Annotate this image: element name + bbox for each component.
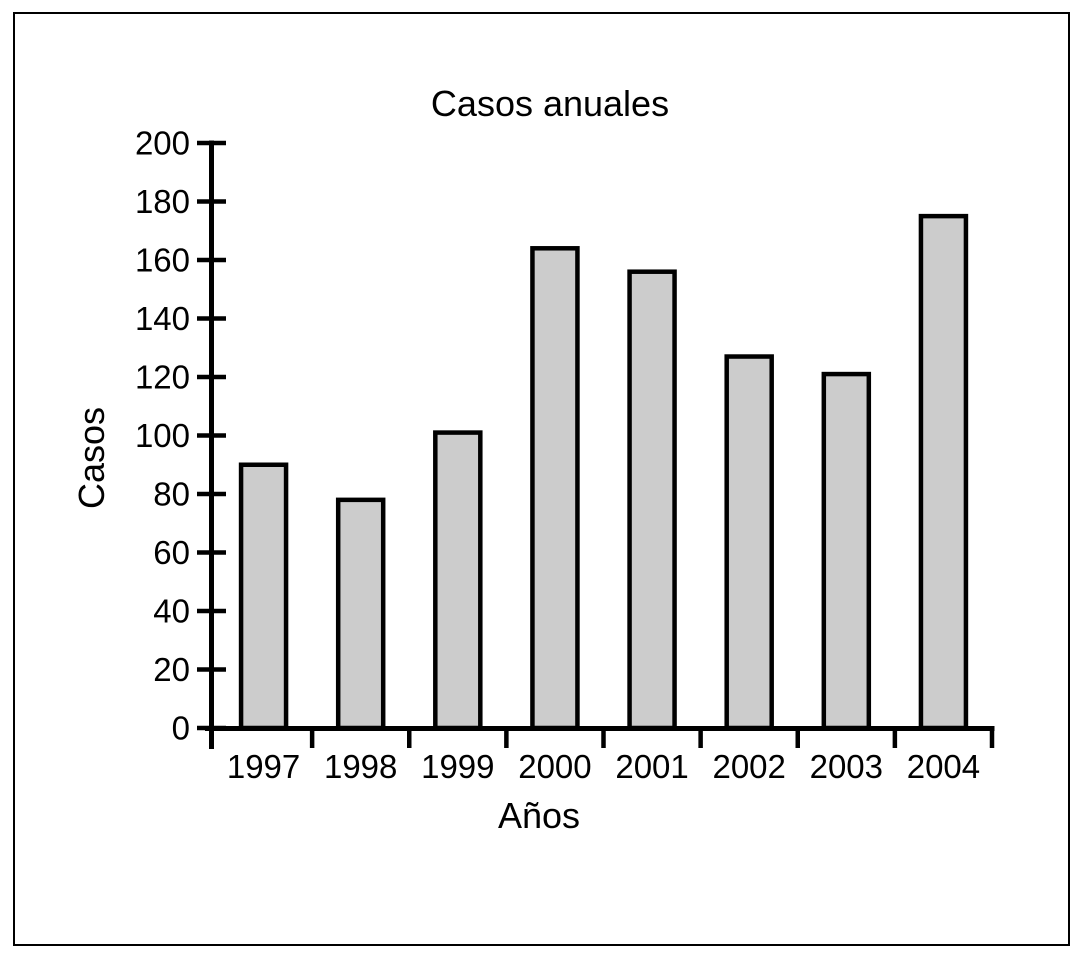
bar-2002 bbox=[724, 354, 774, 731]
x-tick-label-2000: 2000 bbox=[518, 748, 591, 785]
y-tick-label-100: 100 bbox=[135, 417, 190, 454]
x-tick-label-1998: 1998 bbox=[324, 748, 397, 785]
bar-2003 bbox=[821, 371, 872, 731]
bar-2004 bbox=[918, 213, 969, 731]
bar-1999 bbox=[433, 430, 483, 731]
y-tick-label-0: 0 bbox=[172, 710, 190, 747]
y-tick-label-60: 60 bbox=[153, 534, 190, 571]
bar-2000 bbox=[530, 246, 580, 731]
y-tick-label-80: 80 bbox=[153, 476, 190, 513]
x-tick-label-2002: 2002 bbox=[712, 748, 785, 785]
bar-1998 bbox=[335, 497, 386, 731]
y-tick-label-20: 20 bbox=[153, 651, 190, 688]
y-tick-label-200: 200 bbox=[135, 125, 190, 162]
x-axis-title: Años bbox=[497, 795, 581, 836]
x-tick-label-1997: 1997 bbox=[227, 748, 300, 785]
x-tick-label-1999: 1999 bbox=[421, 748, 494, 785]
bar-1997 bbox=[238, 462, 289, 731]
bar-2001 bbox=[627, 269, 677, 731]
y-tick-label-140: 140 bbox=[135, 300, 190, 337]
y-tick-label-180: 180 bbox=[135, 183, 190, 220]
x-tick-label-2004: 2004 bbox=[907, 748, 980, 785]
y-tick-label-40: 40 bbox=[153, 593, 190, 630]
y-tick-label-160: 160 bbox=[135, 242, 190, 279]
chart-title: Casos anuales bbox=[430, 83, 670, 124]
chart-frame bbox=[13, 12, 1070, 946]
x-tick-label-2003: 2003 bbox=[810, 748, 883, 785]
x-tick-label-2001: 2001 bbox=[615, 748, 688, 785]
y-tick-label-120: 120 bbox=[135, 359, 190, 396]
